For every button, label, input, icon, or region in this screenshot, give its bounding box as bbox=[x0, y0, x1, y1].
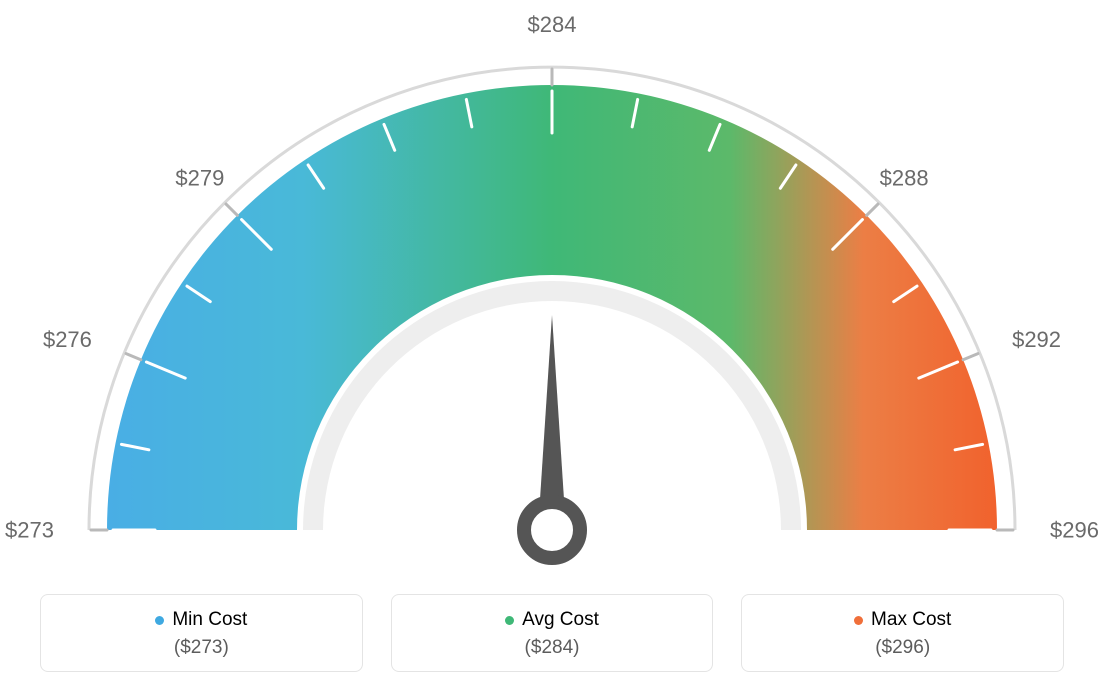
legend-min-label: Min Cost bbox=[172, 609, 247, 631]
svg-text:$288: $288 bbox=[880, 166, 929, 191]
legend-min-card: Min Cost ($273) bbox=[40, 594, 363, 672]
legend-max-card: Max Cost ($296) bbox=[741, 594, 1064, 672]
dot-icon bbox=[854, 616, 863, 625]
legend-max-label: Max Cost bbox=[871, 609, 951, 631]
svg-text:$273: $273 bbox=[5, 518, 54, 543]
gauge-svg: $273 $276 $279 $284 $288 $292 $296 bbox=[0, 0, 1104, 580]
svg-text:$296: $296 bbox=[1050, 518, 1099, 543]
svg-text:$292: $292 bbox=[1012, 327, 1061, 352]
svg-text:$284: $284 bbox=[528, 12, 577, 37]
legend-avg-title: Avg Cost bbox=[505, 609, 599, 631]
legend-avg-value: ($284) bbox=[392, 637, 713, 659]
svg-text:$279: $279 bbox=[175, 166, 224, 191]
legend-row: Min Cost ($273) Avg Cost ($284) Max Cost… bbox=[40, 594, 1064, 672]
dot-icon bbox=[155, 616, 164, 625]
legend-avg-card: Avg Cost ($284) bbox=[391, 594, 714, 672]
svg-text:$276: $276 bbox=[43, 327, 92, 352]
legend-min-value: ($273) bbox=[41, 637, 362, 659]
legend-max-title: Max Cost bbox=[854, 609, 951, 631]
dot-icon bbox=[505, 616, 514, 625]
legend-avg-label: Avg Cost bbox=[522, 609, 599, 631]
cost-gauge: $273 $276 $279 $284 $288 $292 $296 bbox=[0, 0, 1104, 580]
legend-max-value: ($296) bbox=[742, 637, 1063, 659]
legend-min-title: Min Cost bbox=[155, 609, 247, 631]
